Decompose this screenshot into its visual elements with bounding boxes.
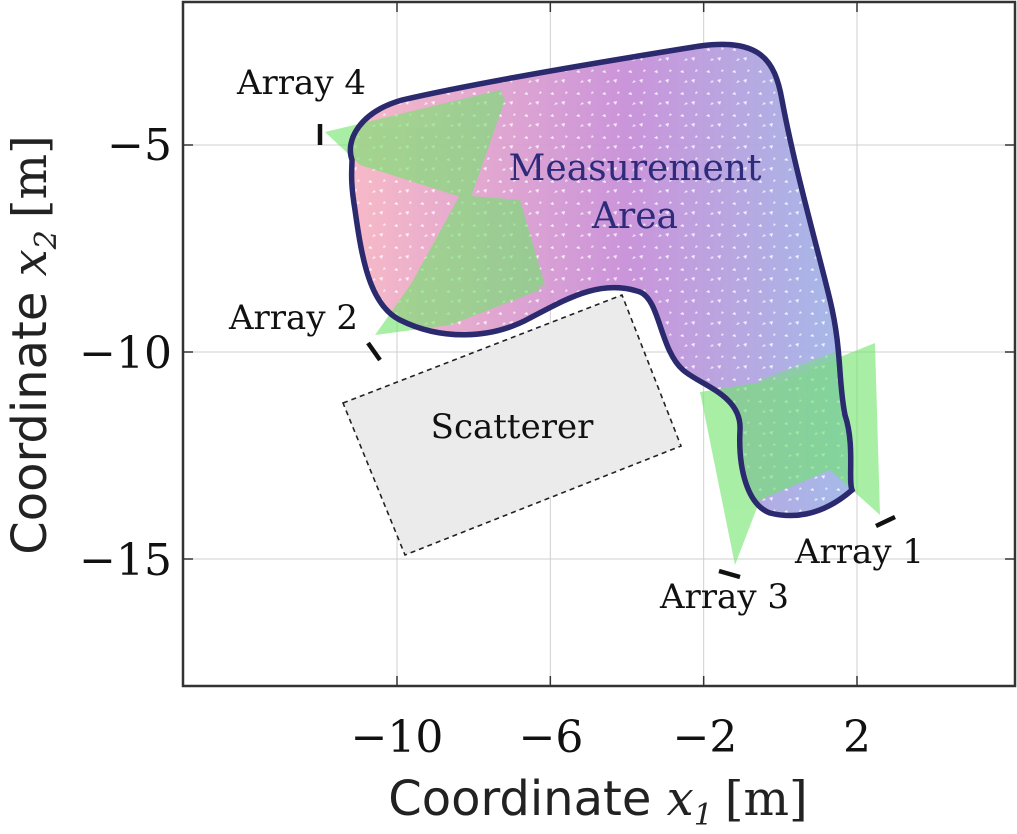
measurement-area-label-line2: Area	[591, 196, 678, 237]
measurement-area-outline	[347, 41, 856, 519]
y-axis-title-unit: [m]	[2, 135, 58, 218]
y-tick-label-neg15: −15	[79, 535, 172, 586]
measurement-area-label-line1: Measurement	[509, 148, 762, 189]
scatterer-label: Scatterer	[431, 407, 594, 447]
y-axis-title-subscript: 2	[29, 230, 64, 250]
x-tick-label-neg2: −2	[673, 712, 738, 763]
y-axis-title: Coordinate x2 [m]	[2, 135, 64, 555]
axis-ticks	[183, 2, 1015, 686]
x-axis-title: Coordinate x1 [m]	[388, 771, 808, 833]
y-axis-title-symbol: x	[2, 249, 58, 276]
array-1-marker	[875, 514, 896, 529]
array-3-label: Array 3	[659, 577, 789, 617]
array-2-beam	[375, 200, 540, 335]
x-tick-label-neg6: −6	[519, 712, 584, 763]
y-tick-label-neg5: −5	[107, 120, 172, 171]
array-3-beam	[700, 380, 830, 565]
array-beams	[325, 90, 880, 565]
array-4-label: Array 4	[236, 63, 366, 103]
y-axis-title-prefix: Coordinate	[2, 276, 58, 554]
array-1-label: Array 1	[794, 532, 924, 572]
y-tick-label-neg10: −10	[79, 328, 172, 379]
x-axis-title-subscript: 1	[694, 798, 713, 833]
array-4-beam	[325, 90, 505, 200]
array-3-marker	[718, 568, 741, 580]
array-markers	[317, 124, 896, 580]
scatterer-box	[341, 293, 683, 557]
array-2-label: Array 2	[228, 298, 358, 338]
x-axis-title-symbol: x	[667, 771, 694, 827]
array-2-marker	[366, 341, 382, 362]
array-1-beam-inner	[760, 350, 840, 455]
x-axis-title-prefix: Coordinate	[388, 771, 666, 827]
x-axis-title-unit: [m]	[725, 771, 808, 827]
x-tick-label-2: 2	[843, 712, 871, 763]
x-tick-label-neg10: −10	[351, 712, 444, 763]
